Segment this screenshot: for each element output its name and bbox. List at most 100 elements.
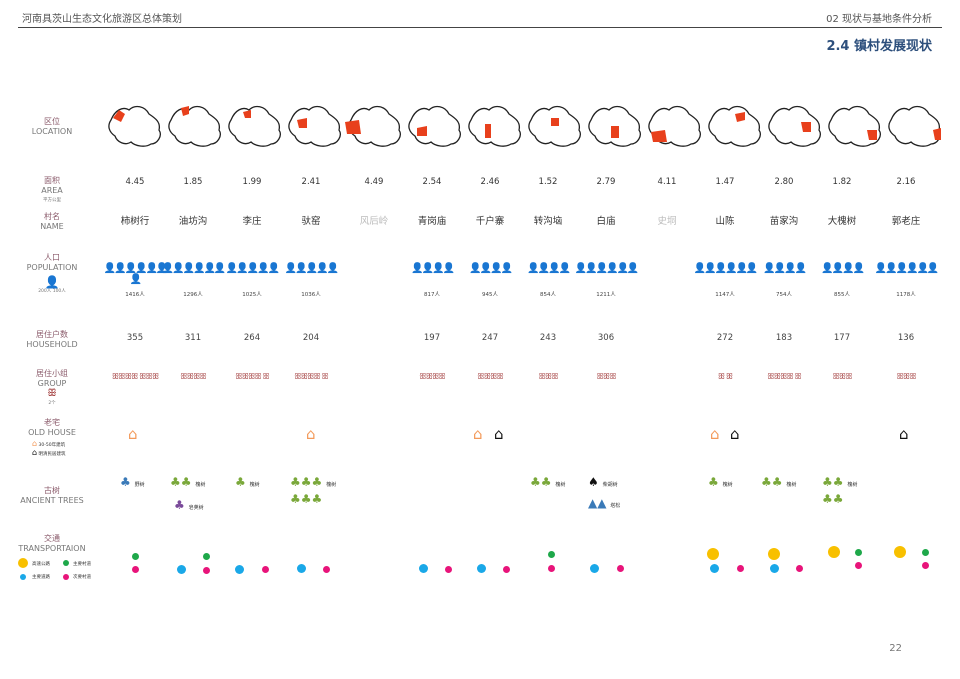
transport-dot xyxy=(854,561,862,569)
population-icons: 👤👤👤👤👤👤 xyxy=(161,263,227,274)
group-icons: ꕥꕥꕥ xyxy=(538,372,558,381)
map-highlight xyxy=(933,128,941,140)
population-icons: 👤👤👤👤👤👤👤 xyxy=(103,263,169,285)
village-name: 驮窑 xyxy=(301,216,321,227)
village-area: 4.11 xyxy=(657,177,677,187)
transport-dot xyxy=(709,563,719,573)
village-area: 2.54 xyxy=(422,177,442,187)
village-name: 转沟垴 xyxy=(533,216,563,227)
village-name: 苗家沟 xyxy=(769,216,799,227)
transport-dot xyxy=(444,565,452,573)
village-name: 白庙 xyxy=(596,216,616,227)
group-icons: ꕥꕥꕥꕥ xyxy=(477,372,504,381)
map-highlight xyxy=(485,124,491,138)
tree-icon: ♠ 柴胡树 xyxy=(588,475,618,489)
tree-icon: ♣ 皂荚树 xyxy=(174,498,204,512)
village-name: 青岗庙 xyxy=(417,216,447,227)
village-area: 2.16 xyxy=(896,177,916,187)
village-households: 311 xyxy=(184,333,202,343)
transport-dot xyxy=(261,565,269,573)
village-population: 854人 xyxy=(540,292,556,298)
village-households: 272 xyxy=(716,333,734,343)
group-icons: ꕥꕥꕥꕥ ꕥ xyxy=(235,372,270,381)
population-icons: 👤👤👤👤👤👤 xyxy=(693,263,759,274)
transport-dot xyxy=(894,546,906,558)
village-name: 郭老庄 xyxy=(891,216,921,227)
historic-house-icon: ⌂ xyxy=(730,425,740,443)
village-population: 1178人 xyxy=(896,292,916,298)
header-divider xyxy=(18,27,942,28)
transport-legend: 高速公路 主要村道 主要道路 次要村道 xyxy=(18,558,108,584)
label-location: 区位 LOCATION xyxy=(31,117,73,136)
sub-village-dot xyxy=(63,574,69,580)
village-name: 风后岭 xyxy=(359,216,389,227)
village-households: 264 xyxy=(243,333,261,343)
village-households: 136 xyxy=(897,333,915,343)
village-households: 177 xyxy=(833,333,851,343)
group-icons: ꕥ ꕥ xyxy=(717,372,733,381)
house-orange-icon: ⌂ xyxy=(32,439,38,448)
village-area: 1.52 xyxy=(538,177,558,187)
tree-icon: ♣♣♣ 槐树 ♣♣♣ xyxy=(290,475,337,506)
village-area: 2.46 xyxy=(480,177,500,187)
label-transport: 交通 TRANSPORTAION xyxy=(18,534,86,553)
map-highlight xyxy=(113,110,125,122)
village-area: 1.47 xyxy=(715,177,735,187)
map-highlight xyxy=(243,110,251,118)
person-icon: 👤 xyxy=(44,275,60,289)
tree-icon: ♣♣ 槐树 ♣♣ xyxy=(822,475,858,506)
transport-dot xyxy=(707,548,719,560)
village-population: 855人 xyxy=(834,292,850,298)
village-households: 247 xyxy=(481,333,499,343)
village-households: 243 xyxy=(539,333,557,343)
village-population: 945人 xyxy=(482,292,498,298)
old-house-icon: ⌂ xyxy=(710,425,720,443)
oldhouse-legend: ⌂ 30-50年建筑 ⌂ 明清民居建筑 xyxy=(32,439,66,457)
village-area: 1.99 xyxy=(242,177,262,187)
population-icons: 👤👤👤👤👤 xyxy=(284,263,339,274)
village-area: 4.45 xyxy=(125,177,145,187)
transport-dot xyxy=(202,552,210,560)
tree-icon: ♣♣ 槐树 xyxy=(170,475,206,489)
transport-dot xyxy=(736,564,744,572)
population-icons: 👤👤👤👤👤👤 xyxy=(574,263,640,274)
village-population: 754人 xyxy=(776,292,792,298)
transport-dot xyxy=(202,566,210,574)
location-maps xyxy=(108,105,941,147)
historic-house-icon: ⌂ xyxy=(494,425,504,443)
village-area: 4.49 xyxy=(364,177,384,187)
village-area: 1.82 xyxy=(832,177,852,187)
map-highlight xyxy=(551,118,559,126)
transport-dot xyxy=(176,564,186,574)
pine-icon: ▲▲ 塔松 xyxy=(588,496,621,510)
population-icons: 👤👤👤👤👤 xyxy=(225,263,280,274)
group-icons: ꕥꕥꕥ xyxy=(832,372,852,381)
section-title: 2.4 镇村发展现状 xyxy=(826,39,932,54)
transport-dot xyxy=(854,548,862,556)
house-black-icon: ⌂ xyxy=(32,448,38,457)
population-icons: 👤👤👤👤 xyxy=(469,263,513,274)
group-icons: ꕥꕥꕥ xyxy=(896,372,916,381)
map-highlight xyxy=(801,122,811,132)
village-households: 197 xyxy=(423,333,441,343)
transport-dot xyxy=(828,546,840,558)
transport-dot xyxy=(547,564,555,572)
village-households: 204 xyxy=(302,333,320,343)
transport-dot xyxy=(502,565,510,573)
village-name: 山陈 xyxy=(715,216,735,227)
label-area: 面积 AREA 平方公里 xyxy=(41,176,63,203)
village-population: 1211人 xyxy=(596,292,616,298)
village-population: 1416人 xyxy=(125,292,145,298)
village-households: 355 xyxy=(126,333,144,343)
transport-dot xyxy=(418,563,428,573)
header-chapter: 02 现状与基地条件分析 xyxy=(826,14,932,25)
highway-dot xyxy=(18,558,28,568)
transport-dot xyxy=(296,563,306,573)
label-name: 村名 NAME xyxy=(40,212,64,231)
village-population: 1025人 xyxy=(242,292,262,298)
map-highlight xyxy=(181,106,189,116)
transport-dot xyxy=(795,564,803,572)
population-icons: 👤👤👤👤👤👤 xyxy=(874,263,940,274)
transport-dot xyxy=(768,548,780,560)
population-icons: 👤👤👤👤 xyxy=(763,263,807,274)
